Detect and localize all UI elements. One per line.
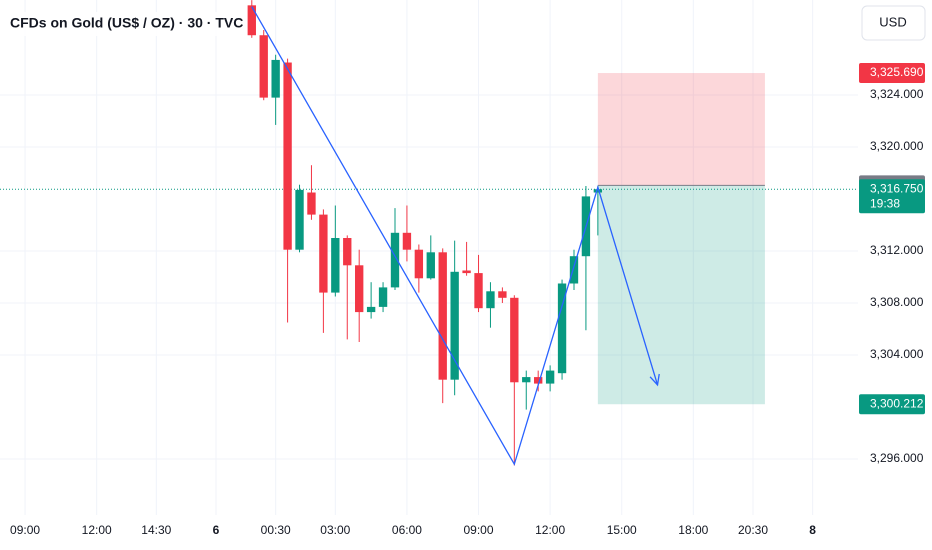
title-backdrop [4, 12, 240, 36]
candle-body [295, 189, 304, 250]
currency-label: USD [879, 14, 906, 29]
last-price-label-box [859, 179, 925, 214]
candle-body [426, 252, 435, 279]
candle-body [331, 238, 340, 293]
y-tick-label: 3,320.000 [870, 139, 924, 153]
candle-body [557, 283, 567, 374]
x-tick-label: 8 [809, 523, 816, 537]
candle-body [510, 297, 519, 383]
x-tick-label: 00:30 [261, 523, 291, 537]
target-label-box [859, 394, 925, 415]
target-zone [597, 185, 765, 405]
x-tick-label: 09:00 [10, 523, 40, 537]
y-tick-label: 3,308.000 [870, 295, 924, 309]
stop-label-box [859, 63, 925, 84]
candle-body [438, 252, 447, 380]
x-tick-label: 20:30 [738, 523, 768, 537]
candle-body [545, 370, 555, 384]
arrow-head [649, 373, 660, 387]
candle-body [271, 59, 280, 98]
candle-body [414, 249, 424, 279]
x-tick-label: 14:30 [141, 523, 171, 537]
y-tick-label: 3,304.000 [870, 347, 924, 361]
x-tick-label: 12:00 [82, 523, 112, 537]
candle-body [283, 62, 292, 250]
x-tick-label: 09:00 [464, 523, 494, 537]
last-price-label: 3,316.750 [870, 181, 924, 195]
stop-label: 3,325.690 [870, 65, 924, 79]
candle-body [378, 287, 388, 307]
candle-body [319, 214, 328, 293]
chart-title: CFDs on Gold (US$ / OZ) · 30 · TVC [10, 15, 243, 31]
candle-body [355, 265, 364, 313]
y-tick-label: 3,324.000 [870, 87, 924, 101]
x-tick-label: 03:00 [320, 523, 350, 537]
candle-body [247, 5, 256, 36]
stop-zone [597, 73, 765, 186]
trendline [251, 6, 659, 466]
x-tick-label: 18:00 [678, 523, 708, 537]
target-label: 3,300.212 [870, 396, 924, 410]
candle-body [569, 256, 579, 284]
y-tick-label: 3,296.000 [870, 451, 924, 465]
candle-body [402, 232, 412, 250]
y-tick-label: 3,312.000 [870, 243, 924, 257]
x-tick-label: 12:00 [535, 523, 565, 537]
candle-body [522, 377, 531, 383]
x-tick-label: 15:00 [607, 523, 637, 537]
candle-body [343, 238, 352, 266]
candle-body [593, 189, 603, 193]
candle-body [474, 273, 483, 309]
x-tick-label: 06:00 [392, 523, 422, 537]
x-tick-label: 6 [213, 523, 220, 537]
candle-body [498, 291, 507, 298]
candle-body [390, 232, 400, 288]
candle-body [307, 192, 316, 215]
candle-body [462, 270, 471, 274]
candle-body [366, 306, 376, 313]
last-price-label-countdown: 19:38 [870, 196, 900, 210]
currency-button[interactable] [861, 5, 926, 41]
candle-body [534, 377, 543, 384]
candle-body [486, 291, 495, 309]
candle-body [259, 35, 268, 98]
candle-body [450, 271, 459, 380]
